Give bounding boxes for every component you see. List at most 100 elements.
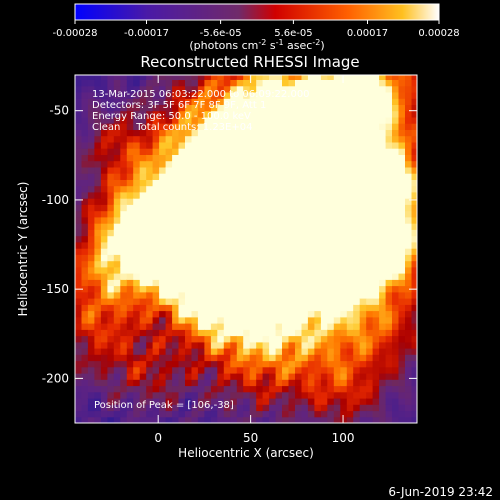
heatmap-cell — [398, 198, 406, 205]
heatmap-cell — [146, 210, 154, 218]
heatmap-cell — [94, 229, 102, 237]
heatmap-cell — [230, 323, 238, 330]
heatmap-cell — [165, 248, 173, 255]
heatmap-cell — [411, 316, 417, 324]
heatmap-cell — [126, 373, 134, 380]
heatmap-cell — [282, 116, 290, 124]
heatmap-cell — [398, 360, 406, 368]
heatmap-cell — [236, 123, 244, 130]
heatmap-cell — [249, 398, 257, 405]
heatmap-cell — [288, 216, 296, 224]
heatmap-cell — [288, 75, 296, 80]
heatmap-cell — [81, 273, 89, 280]
heatmap-cell — [204, 316, 212, 324]
heatmap-cell — [210, 154, 218, 162]
heatmap-cell — [288, 329, 296, 337]
heatmap-cell — [133, 391, 141, 399]
heatmap-cell — [185, 129, 193, 137]
heatmap-cell — [178, 160, 186, 168]
heatmap-cell — [333, 198, 341, 205]
heatmap-cell — [359, 210, 367, 218]
heatmap-cell — [249, 75, 257, 80]
heatmap-cell — [320, 166, 328, 174]
heatmap-cell — [385, 229, 393, 237]
heatmap-cell — [301, 416, 309, 423]
heatmap-cell — [372, 416, 380, 423]
heatmap-cell — [236, 141, 244, 149]
heatmap-cell — [359, 260, 367, 268]
heatmap-cell — [405, 341, 413, 349]
heatmap-cell — [256, 279, 264, 287]
heatmap-cell — [282, 391, 290, 399]
heatmap-cell — [288, 185, 296, 193]
heatmap-cell — [320, 410, 328, 418]
heatmap-cell — [269, 148, 277, 155]
heatmap-cell — [282, 266, 290, 274]
heatmap-cell — [398, 179, 406, 187]
heatmap-cell — [87, 160, 95, 168]
heatmap-cell — [243, 85, 251, 93]
heatmap-cell — [185, 104, 193, 112]
heatmap-cell — [392, 116, 400, 124]
heatmap-cell — [191, 223, 199, 230]
heatmap-cell — [165, 360, 173, 368]
heatmap-cell — [405, 85, 413, 93]
heatmap-cell — [100, 385, 108, 393]
heatmap-cell — [256, 373, 264, 380]
heatmap-cell — [295, 198, 303, 205]
heatmap-cell — [405, 279, 413, 287]
heatmap-cell — [87, 79, 95, 87]
heatmap-cell — [314, 98, 322, 105]
heatmap-cell — [230, 416, 238, 423]
heatmap-cell — [372, 229, 380, 237]
heatmap-cell — [94, 129, 102, 137]
heatmap-cell — [223, 141, 231, 149]
heatmap-cell — [353, 148, 361, 155]
heatmap-cell — [94, 285, 102, 293]
heatmap-cell — [191, 329, 199, 337]
heatmap-cell — [327, 248, 335, 255]
heatmap-cell — [314, 373, 322, 380]
heatmap-cell — [236, 210, 244, 218]
heatmap-cell — [152, 185, 160, 193]
heatmap-cell — [146, 154, 154, 162]
heatmap-cell — [307, 98, 315, 105]
heatmap-cell — [75, 341, 83, 349]
heatmap-cell — [120, 85, 128, 93]
heatmap-cell — [75, 116, 83, 124]
heatmap-cell — [282, 304, 290, 312]
heatmap-cell — [288, 198, 296, 205]
heatmap-cell — [379, 198, 387, 205]
heatmap-cell — [197, 166, 205, 174]
heatmap-cell — [320, 223, 328, 230]
heatmap-cell — [159, 198, 167, 205]
heatmap-cell — [359, 216, 367, 224]
heatmap-cell — [359, 410, 367, 418]
heatmap-cell — [392, 316, 400, 324]
heatmap-cell — [372, 210, 380, 218]
heatmap-cell — [295, 85, 303, 93]
heatmap-cell — [411, 260, 417, 268]
heatmap-cell — [379, 379, 387, 387]
heatmap-cell — [275, 198, 283, 205]
heatmap-cell — [197, 260, 205, 268]
heatmap-cell — [133, 223, 141, 230]
heatmap-cell — [107, 329, 115, 337]
heatmap-cell — [120, 298, 128, 305]
heatmap-cell — [288, 354, 296, 362]
heatmap-cell — [100, 241, 108, 249]
heatmap-cell — [204, 335, 212, 343]
heatmap-cell — [94, 160, 102, 168]
heatmap-cell — [282, 335, 290, 343]
heatmap-cell — [75, 304, 83, 312]
heatmap-cell — [353, 260, 361, 268]
heatmap-cell — [197, 198, 205, 205]
heatmap-cell — [236, 416, 244, 423]
heatmap-cell — [217, 123, 225, 130]
heatmap-cell — [366, 404, 374, 412]
heatmap-cell — [340, 273, 348, 280]
heatmap-cell — [320, 198, 328, 205]
heatmap-cell — [197, 204, 205, 212]
heatmap-cell — [230, 398, 238, 405]
heatmap-cell — [249, 366, 257, 374]
